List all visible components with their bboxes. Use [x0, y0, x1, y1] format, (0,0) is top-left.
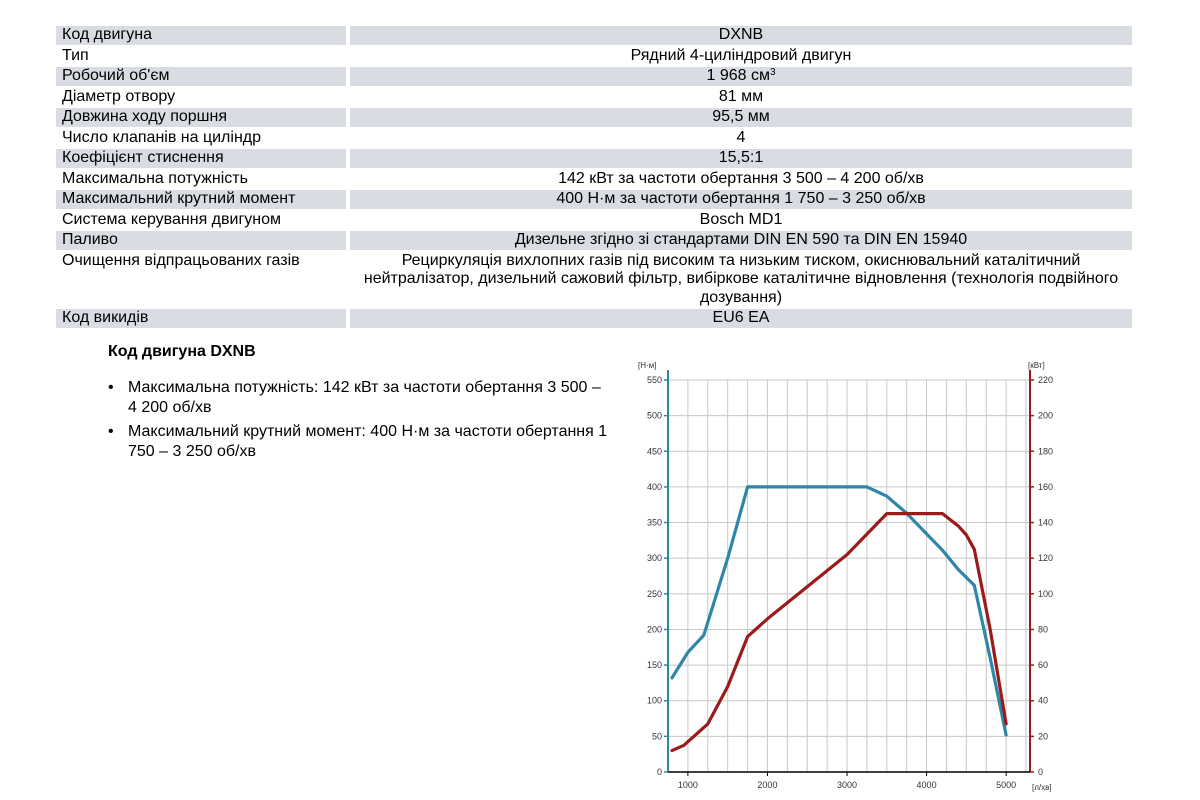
spec-value: EU6 EA — [350, 309, 1132, 328]
left-tick-label: 500 — [647, 411, 662, 421]
spec-value: 81 мм — [350, 88, 1132, 107]
x-axis-unit: [л/хв] — [1032, 783, 1052, 792]
right-tick-label: 180 — [1038, 446, 1053, 456]
x-tick-label: 3000 — [837, 780, 857, 790]
spec-value: 1 968 см3 — [350, 67, 1132, 86]
left-tick-label: 400 — [647, 482, 662, 492]
right-axis-unit: [кВт] — [1028, 361, 1045, 370]
left-tick-label: 250 — [647, 589, 662, 599]
spec-row: Число клапанів на циліндр 4 — [56, 129, 1132, 148]
summary-list: • Максимальна потужність: 142 кВт за част… — [108, 378, 608, 466]
spec-label: Робочий об'єм — [56, 67, 346, 86]
spec-label: Максимальний крутний момент — [56, 190, 346, 209]
spec-value-text: Bosch MD1 — [699, 210, 783, 228]
spec-row: Коефіцієнт стиснення 15,5:1 — [56, 149, 1132, 168]
spec-value: 142 кВт за частоти обертання 3 500 – 4 2… — [350, 170, 1132, 189]
spec-value: Дизельне згідно зі стандартами DIN EN 59… — [350, 231, 1132, 250]
left-tick-label: 150 — [647, 660, 662, 670]
right-tick-label: 220 — [1038, 375, 1053, 385]
summary-item-text: Максимальна потужність: 142 кВт за часто… — [128, 379, 601, 416]
right-tick-label: 0 — [1038, 767, 1043, 777]
left-tick-label: 550 — [647, 375, 662, 385]
spec-row: Максимальна потужність 142 кВт за частоти… — [56, 170, 1132, 189]
spec-label: Очищення відпрацьованих газів — [62, 251, 300, 269]
spec-label: Паливо — [56, 231, 346, 250]
spec-table: Код двигуна DXNB Тип Рядний 4-циліндровий д… — [56, 26, 1132, 330]
spec-value-text: 400 Н·м за частоти обертання 1 750 – 3 2… — [556, 190, 926, 207]
spec-value-text: DXNB — [718, 26, 764, 43]
spec-value-superscript: 3 — [769, 67, 776, 78]
summary-item: • Максимальна потужність: 142 кВт за част… — [108, 378, 608, 418]
spec-label: Число клапанів на циліндр — [62, 128, 262, 146]
spec-value: 15,5:1 — [350, 149, 1132, 168]
spec-value-text: 15,5:1 — [718, 149, 764, 166]
spec-value: Рециркуляція вихлопних газів під високим… — [350, 252, 1132, 308]
left-tick-label: 300 — [647, 553, 662, 563]
x-tick-label: 4000 — [917, 780, 937, 790]
bullet-icon: • — [108, 379, 114, 396]
spec-row: Система керування двигуном Bosch MD1 — [56, 211, 1132, 230]
right-tick-label: 20 — [1038, 731, 1048, 741]
spec-label: Код викидів — [56, 309, 346, 328]
spec-value-text: 1 968 см — [706, 67, 770, 84]
spec-label: Система керування двигуном — [62, 210, 282, 228]
spec-label: Код двигуна — [56, 26, 346, 45]
left-tick-label: 200 — [647, 624, 662, 634]
right-tick-label: 160 — [1038, 482, 1053, 492]
spec-label: Тип — [62, 46, 89, 64]
spec-value-text: Рядний 4-циліндровий двигун — [630, 46, 852, 64]
spec-value: Bosch MD1 — [350, 211, 1132, 230]
left-tick-label: 450 — [647, 446, 662, 456]
spec-value: Рядний 4-циліндровий двигун — [350, 47, 1132, 66]
spec-row: Код двигуна DXNB — [56, 26, 1132, 45]
x-tick-label: 5000 — [996, 780, 1016, 790]
left-tick-label: 100 — [647, 696, 662, 706]
right-tick-label: 100 — [1038, 589, 1053, 599]
spec-row: Очищення відпрацьованих газів Рециркуляці… — [56, 252, 1132, 308]
left-axis-unit: [Н·м] — [638, 361, 656, 370]
right-tick-label: 60 — [1038, 660, 1048, 670]
right-tick-label: 80 — [1038, 624, 1048, 634]
left-tick-label: 50 — [652, 731, 662, 741]
spec-row: Максимальний крутний момент 400 Н·м за ча… — [56, 190, 1132, 209]
spec-label: Максимальна потужність — [62, 169, 248, 187]
summary-title: Код двигуна DXNB — [108, 343, 256, 360]
performance-chart: 0 50 100 150 200 250 300 350 400 450 500 550 0 20 40 60… — [638, 361, 1053, 792]
bullet-icon: • — [108, 423, 114, 440]
spec-row: Робочий об'єм 1 968 см3 — [56, 67, 1132, 86]
left-tick-label: 350 — [647, 518, 662, 528]
spec-row: Паливо Дизельне згідно зі стандартами DIN… — [56, 231, 1132, 250]
left-tick-label: 0 — [657, 767, 662, 777]
spec-value: 4 — [350, 129, 1132, 148]
right-tick-label: 200 — [1038, 411, 1053, 421]
spec-value: DXNB — [350, 26, 1132, 45]
spec-value-text: Рециркуляція вихлопних газів під високим… — [363, 251, 1119, 306]
power-curve — [670, 512, 1008, 753]
spec-value-text: 142 кВт за частоти обертання 3 500 – 4 2… — [558, 169, 924, 187]
torque-curve — [670, 485, 1008, 737]
x-tick-label: 2000 — [757, 780, 777, 790]
spec-row: Код викидів EU6 EA — [56, 309, 1132, 328]
right-tick-label: 140 — [1038, 518, 1053, 528]
spec-value-text: 81 мм — [718, 87, 764, 105]
x-tick-label: 1000 — [678, 780, 698, 790]
summary-item: • Максимальний крутний момент: 400 Н·м за… — [108, 422, 608, 462]
summary-item-text: Максимальний крутний момент: 400 Н·м за … — [128, 423, 608, 460]
spec-value: 400 Н·м за частоти обертання 1 750 – 3 2… — [350, 190, 1132, 209]
spec-row: Діаметр отвору 81 мм — [56, 88, 1132, 107]
spec-label: Коефіцієнт стиснення — [56, 149, 346, 168]
spec-label: Довжина ходу поршня — [56, 108, 346, 127]
right-tick-label: 40 — [1038, 696, 1048, 706]
spec-value: 95,5 мм — [350, 108, 1132, 127]
spec-label: Діаметр отвору — [62, 87, 176, 105]
spec-row: Тип Рядний 4-циліндровий двигун — [56, 47, 1132, 66]
spec-value-text: 4 — [736, 128, 746, 146]
spec-value-text: EU6 EA — [712, 309, 770, 326]
spec-value-text: 95,5 мм — [712, 108, 770, 125]
spec-value-text: Дизельне згідно зі стандартами DIN EN 59… — [514, 231, 968, 248]
right-tick-label: 120 — [1038, 553, 1053, 563]
spec-row: Довжина ходу поршня 95,5 мм — [56, 108, 1132, 127]
